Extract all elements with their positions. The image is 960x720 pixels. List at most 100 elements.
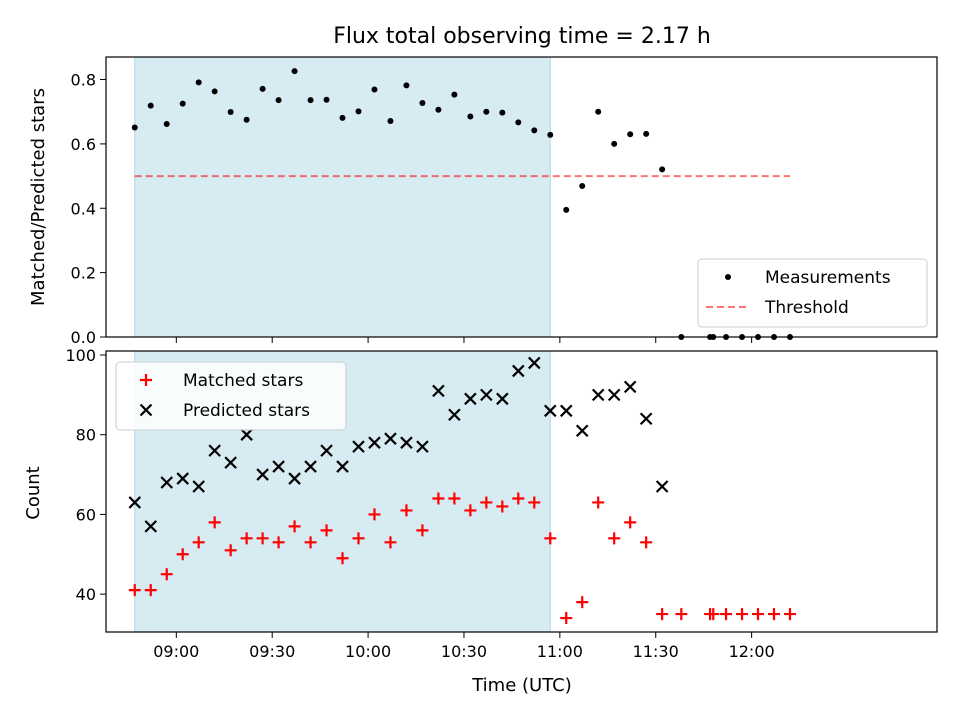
y-tick-label: 0.0	[71, 328, 96, 347]
measurement-point	[339, 114, 346, 121]
predicted-star-point	[160, 476, 174, 489]
matched-star-point	[707, 608, 720, 621]
matched-star-point	[783, 608, 796, 621]
matched-star-point	[192, 536, 205, 549]
matched-star-point	[767, 608, 780, 621]
predicted-star-point	[496, 392, 509, 406]
measurement-point	[595, 108, 602, 115]
legend-label: Threshold	[764, 298, 849, 318]
matched-star-point	[144, 584, 157, 597]
predicted-star-point	[639, 412, 653, 426]
matched-star-point	[675, 608, 688, 621]
matched-star-point	[384, 536, 397, 549]
matched-star-point	[224, 544, 237, 557]
y-axis-label-count: Count	[23, 466, 44, 519]
measurement-point	[531, 127, 538, 134]
measurement-point	[163, 120, 170, 127]
predicted-star-point	[575, 424, 589, 437]
predicted-star-point	[320, 444, 333, 457]
y-tick-label: 80	[76, 426, 96, 445]
x-tick-label: 10:00	[345, 642, 391, 661]
measurement-point	[611, 140, 618, 147]
matched-star-point	[528, 496, 541, 509]
predicted-star-point	[448, 408, 461, 422]
matched-star-point	[656, 608, 669, 621]
chart-title: Flux total observing time = 2.17 h	[333, 24, 711, 49]
measurement-point	[147, 102, 154, 109]
predicted-star-point	[240, 428, 253, 441]
measurement-point	[659, 166, 666, 173]
matched-star-point	[608, 532, 621, 545]
matched-star-point	[128, 584, 141, 597]
matched-star-point	[368, 508, 381, 521]
measurement-point	[643, 130, 650, 137]
legend-label: Predicted stars	[183, 401, 310, 421]
measurement-point	[467, 113, 474, 120]
measurement-point	[403, 82, 410, 89]
matched-star-point	[160, 568, 173, 581]
predicted-star-point	[176, 472, 189, 485]
measurement-point	[275, 97, 282, 104]
measurement-point	[259, 85, 266, 92]
matched-star-point	[352, 532, 365, 545]
measurement-point	[211, 88, 218, 95]
predicted-star-point	[559, 404, 573, 418]
measurement-point	[547, 131, 554, 138]
matched-star-point	[592, 496, 605, 509]
axes-frame	[105, 350, 938, 633]
predicted-star-point	[368, 436, 381, 449]
x-axis-label: Time (UTC)	[471, 675, 572, 696]
matched-star-point	[464, 504, 477, 517]
predicted-star-point	[432, 384, 445, 398]
predicted-star-point	[464, 392, 477, 406]
matched-star-point	[720, 608, 733, 621]
matched-star-point	[560, 612, 573, 625]
x-tick-label: 11:30	[633, 642, 679, 661]
matched-star-point	[400, 504, 413, 517]
matched-star-point	[288, 520, 301, 533]
highlight-span	[134, 57, 551, 337]
y-tick-label: 40	[76, 585, 96, 604]
predicted-star-point	[400, 436, 413, 449]
x-tick-label: 09:30	[249, 642, 295, 661]
matched-star-point	[272, 536, 285, 549]
predicted-star-point	[655, 480, 669, 493]
measurement-point	[499, 109, 506, 116]
axes-frame	[105, 56, 938, 338]
legend-label: Measurements	[765, 268, 891, 288]
measurement-point	[387, 118, 394, 125]
matched-star-point	[640, 536, 653, 549]
matched-star-point	[512, 492, 525, 505]
matched-star-point	[496, 500, 509, 513]
predicted-star-point	[543, 404, 557, 418]
measurement-point	[355, 108, 362, 115]
measurement-point	[627, 131, 634, 138]
predicted-star-point	[128, 496, 142, 509]
matched-star-point	[448, 492, 461, 505]
predicted-star-point	[352, 440, 365, 453]
predicted-star-point	[304, 460, 317, 473]
measurement-point	[195, 79, 202, 86]
x-tick-label: 10:30	[441, 642, 487, 661]
legend-marker-matched	[140, 374, 152, 386]
panel-ratio: 0.0 0.2 0.4 0.6 0.8 Measurements Threshold	[71, 56, 938, 347]
measurement-point	[227, 109, 234, 116]
predicted-star-point	[288, 472, 301, 485]
measurement-point	[371, 86, 378, 93]
predicted-star-point	[416, 440, 429, 453]
y-tick-label: 0.4	[71, 199, 96, 218]
matched-star-point	[416, 524, 429, 537]
matched-star-point	[240, 532, 253, 545]
matched-star-point	[176, 548, 189, 561]
matched-star-point	[320, 524, 333, 537]
matched-star-point	[736, 608, 749, 621]
predicted-star-point	[272, 460, 285, 473]
legend-marker-predicted	[139, 403, 153, 417]
predicted-star-point	[384, 432, 397, 445]
legend-label: Matched stars	[183, 371, 303, 391]
matched-star-point	[544, 532, 557, 545]
y-tick-label: 60	[76, 505, 96, 524]
measurement-point	[179, 100, 186, 107]
predicted-star-point	[623, 380, 637, 394]
